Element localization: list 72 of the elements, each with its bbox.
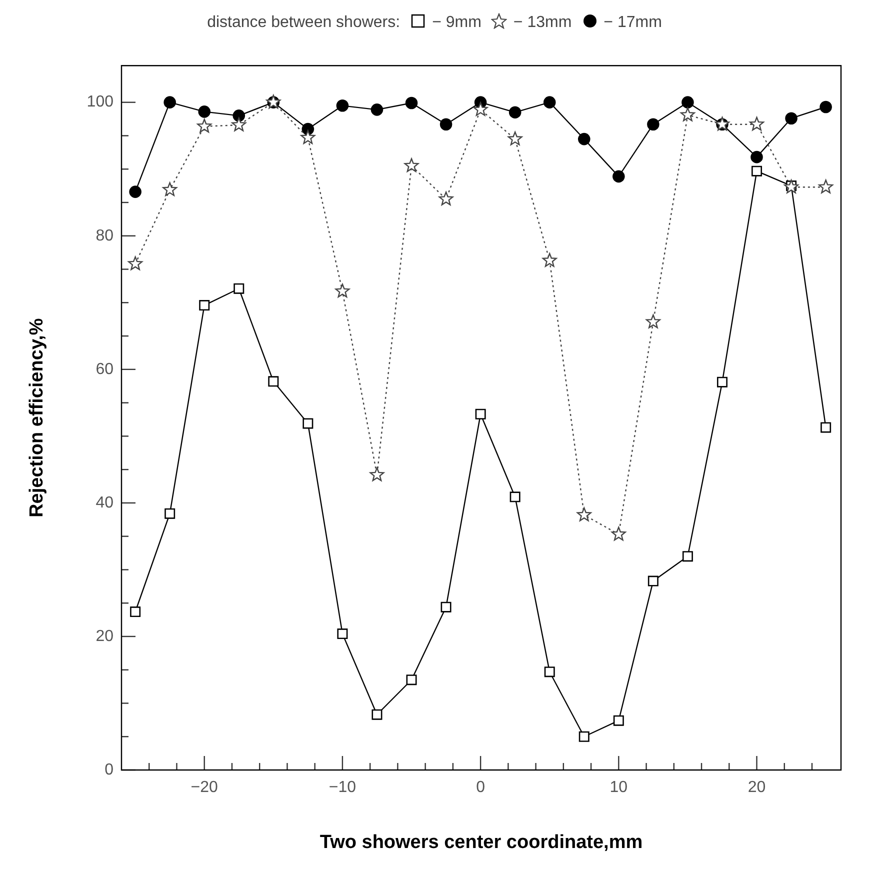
point — [232, 117, 246, 132]
x-tick-label: −10 — [328, 779, 356, 796]
point — [198, 106, 211, 118]
point — [578, 132, 590, 146]
point — [302, 418, 314, 429]
point — [370, 104, 384, 116]
point — [752, 166, 762, 176]
point — [232, 110, 246, 122]
point — [473, 102, 488, 116]
point — [234, 283, 244, 294]
point — [406, 674, 417, 686]
x-tick-label: 20 — [748, 779, 766, 796]
point — [164, 96, 176, 108]
point — [648, 576, 658, 586]
point — [508, 106, 522, 118]
point — [129, 186, 142, 198]
point — [750, 150, 763, 164]
point — [647, 118, 660, 131]
y-axis-title: Rejection efficiency,% — [26, 318, 48, 518]
y-tick-label: 0 — [104, 761, 114, 778]
point — [544, 666, 555, 678]
point — [510, 492, 520, 502]
point — [818, 180, 834, 194]
legend-label: − 9mm — [432, 14, 482, 31]
point — [164, 508, 176, 519]
point — [372, 709, 382, 720]
point — [542, 252, 557, 267]
x-axis-title: Two showers center coordinate,mm — [320, 832, 643, 853]
legend-title: distance between showers: — [207, 14, 400, 31]
point — [508, 131, 522, 146]
point — [337, 628, 348, 640]
point — [716, 376, 728, 388]
point — [128, 256, 143, 270]
point — [682, 551, 693, 562]
point — [613, 715, 624, 726]
point — [785, 112, 798, 124]
point — [820, 422, 832, 433]
point — [682, 96, 694, 108]
point — [820, 100, 832, 114]
point — [130, 606, 141, 618]
y-tick-label: 20 — [96, 628, 114, 645]
point — [440, 602, 452, 612]
point — [199, 300, 210, 311]
x-tick-label: −20 — [190, 779, 218, 796]
point — [335, 284, 350, 298]
y-tick-label: 60 — [96, 360, 114, 378]
y-tick-label: 40 — [96, 494, 114, 512]
point — [750, 116, 764, 131]
point — [405, 96, 418, 110]
point — [404, 158, 419, 172]
point — [576, 507, 592, 522]
y-tick-label: 80 — [96, 227, 114, 244]
point — [611, 526, 626, 541]
point — [370, 467, 384, 482]
x-tick-label: 10 — [610, 779, 628, 796]
point — [268, 376, 279, 387]
point — [578, 731, 590, 742]
point — [300, 130, 316, 144]
point — [646, 314, 660, 328]
point — [197, 118, 212, 133]
x-tick-label: 0 — [476, 779, 486, 796]
point — [336, 100, 349, 112]
point — [438, 192, 454, 206]
legend-label: − 13mm — [513, 14, 572, 31]
legend-label: − 17mm — [604, 14, 662, 31]
point — [543, 96, 556, 108]
point — [612, 170, 625, 183]
point — [475, 408, 486, 420]
point — [680, 107, 695, 122]
y-tick-label: 100 — [86, 94, 114, 111]
point — [162, 182, 178, 196]
point — [440, 118, 452, 131]
